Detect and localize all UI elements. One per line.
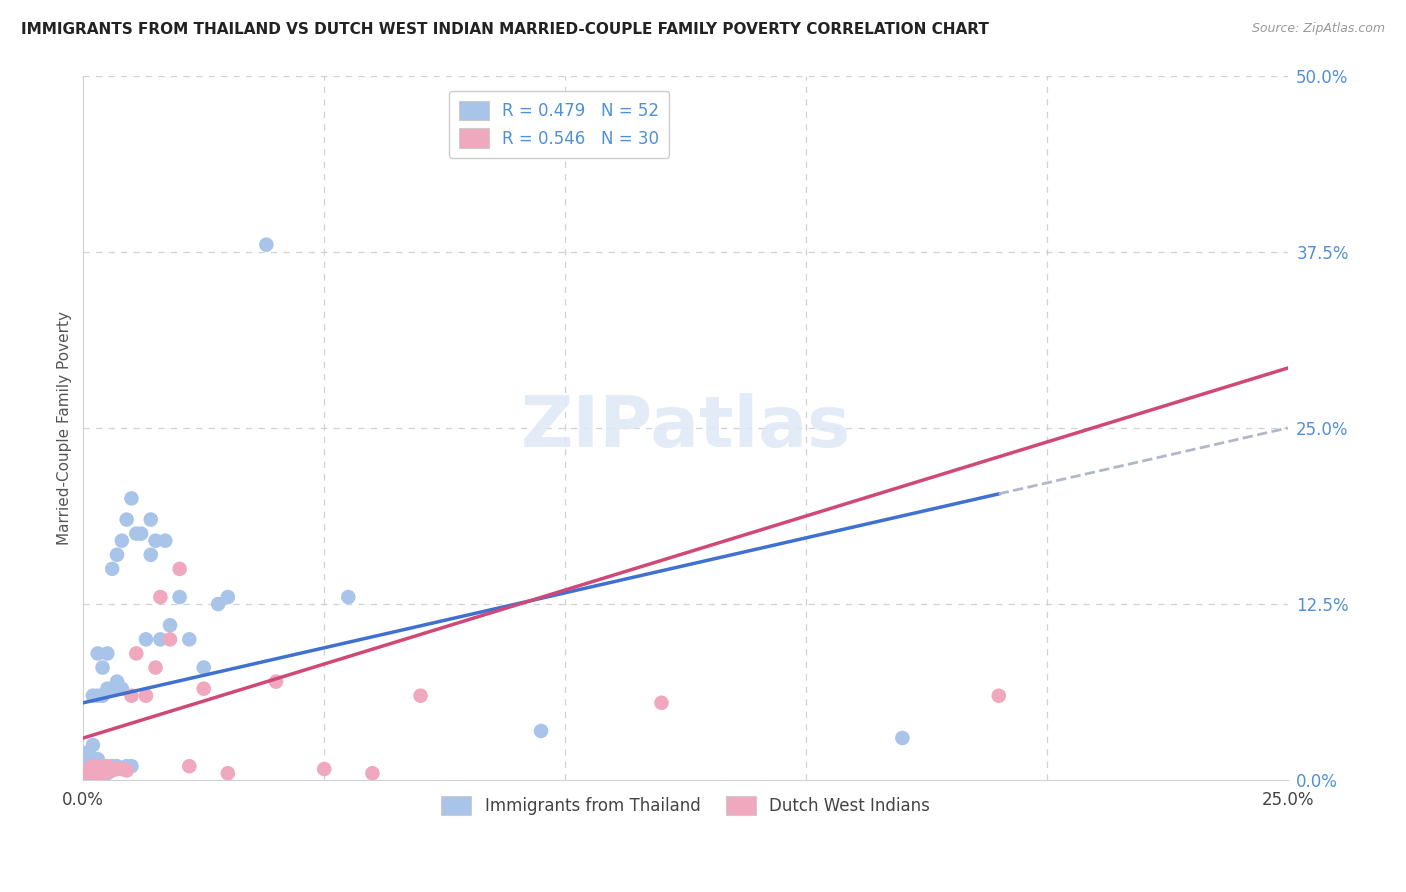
- Point: [530, 723, 553, 738]
- Point: [101, 681, 124, 696]
- Point: [105, 762, 128, 776]
- Point: [105, 674, 128, 689]
- Point: [125, 526, 148, 541]
- Point: [111, 762, 134, 776]
- Point: [91, 762, 114, 776]
- Point: [179, 632, 201, 647]
- Point: [87, 759, 110, 773]
- Point: [101, 759, 124, 773]
- Legend: Immigrants from Thailand, Dutch West Indians: Immigrants from Thailand, Dutch West Ind…: [432, 786, 939, 825]
- Point: [91, 766, 114, 780]
- Point: [82, 759, 104, 773]
- Point: [159, 632, 181, 647]
- Text: IMMIGRANTS FROM THAILAND VS DUTCH WEST INDIAN MARRIED-COUPLE FAMILY POVERTY CORR: IMMIGRANTS FROM THAILAND VS DUTCH WEST I…: [21, 22, 988, 37]
- Point: [87, 766, 110, 780]
- Point: [87, 766, 110, 780]
- Point: [82, 766, 104, 780]
- Point: [145, 533, 167, 548]
- Point: [96, 647, 118, 661]
- Point: [105, 548, 128, 562]
- Point: [77, 745, 100, 759]
- Point: [96, 681, 118, 696]
- Point: [87, 759, 110, 773]
- Point: [96, 766, 118, 780]
- Point: [650, 696, 672, 710]
- Point: [193, 660, 215, 674]
- Point: [145, 660, 167, 674]
- Point: [105, 759, 128, 773]
- Point: [121, 689, 143, 703]
- Point: [125, 647, 148, 661]
- Point: [409, 689, 432, 703]
- Point: [314, 762, 336, 776]
- Point: [101, 764, 124, 778]
- Point: [264, 674, 287, 689]
- Point: [217, 590, 239, 604]
- Point: [115, 764, 138, 778]
- Point: [153, 533, 176, 548]
- Point: [121, 491, 143, 506]
- Point: [169, 562, 191, 576]
- Point: [337, 590, 360, 604]
- Text: ZIPatlas: ZIPatlas: [520, 393, 851, 462]
- Point: [987, 689, 1010, 703]
- Point: [82, 756, 104, 771]
- Point: [91, 689, 114, 703]
- Point: [115, 512, 138, 526]
- Point: [891, 731, 914, 745]
- Point: [96, 764, 118, 779]
- Point: [77, 767, 100, 781]
- Point: [149, 632, 172, 647]
- Point: [96, 759, 118, 773]
- Point: [82, 738, 104, 752]
- Point: [139, 512, 162, 526]
- Point: [82, 766, 104, 780]
- Point: [217, 766, 239, 780]
- Point: [111, 533, 134, 548]
- Point: [361, 766, 384, 780]
- Point: [254, 237, 277, 252]
- Point: [207, 597, 229, 611]
- Point: [135, 689, 157, 703]
- Point: [149, 590, 172, 604]
- Point: [96, 759, 118, 773]
- Point: [91, 766, 114, 780]
- Y-axis label: Married-Couple Family Poverty: Married-Couple Family Poverty: [58, 311, 72, 545]
- Point: [169, 590, 191, 604]
- Point: [111, 681, 134, 696]
- Point: [87, 647, 110, 661]
- Point: [82, 762, 104, 776]
- Point: [87, 752, 110, 766]
- Point: [159, 618, 181, 632]
- Point: [77, 766, 100, 780]
- Point: [91, 759, 114, 773]
- Point: [101, 562, 124, 576]
- Point: [129, 526, 152, 541]
- Point: [82, 689, 104, 703]
- Point: [87, 689, 110, 703]
- Point: [193, 681, 215, 696]
- Point: [77, 752, 100, 766]
- Point: [77, 762, 100, 776]
- Point: [115, 759, 138, 773]
- Point: [135, 632, 157, 647]
- Point: [179, 759, 201, 773]
- Text: Source: ZipAtlas.com: Source: ZipAtlas.com: [1251, 22, 1385, 36]
- Point: [77, 759, 100, 773]
- Point: [91, 660, 114, 674]
- Point: [139, 548, 162, 562]
- Point: [121, 759, 143, 773]
